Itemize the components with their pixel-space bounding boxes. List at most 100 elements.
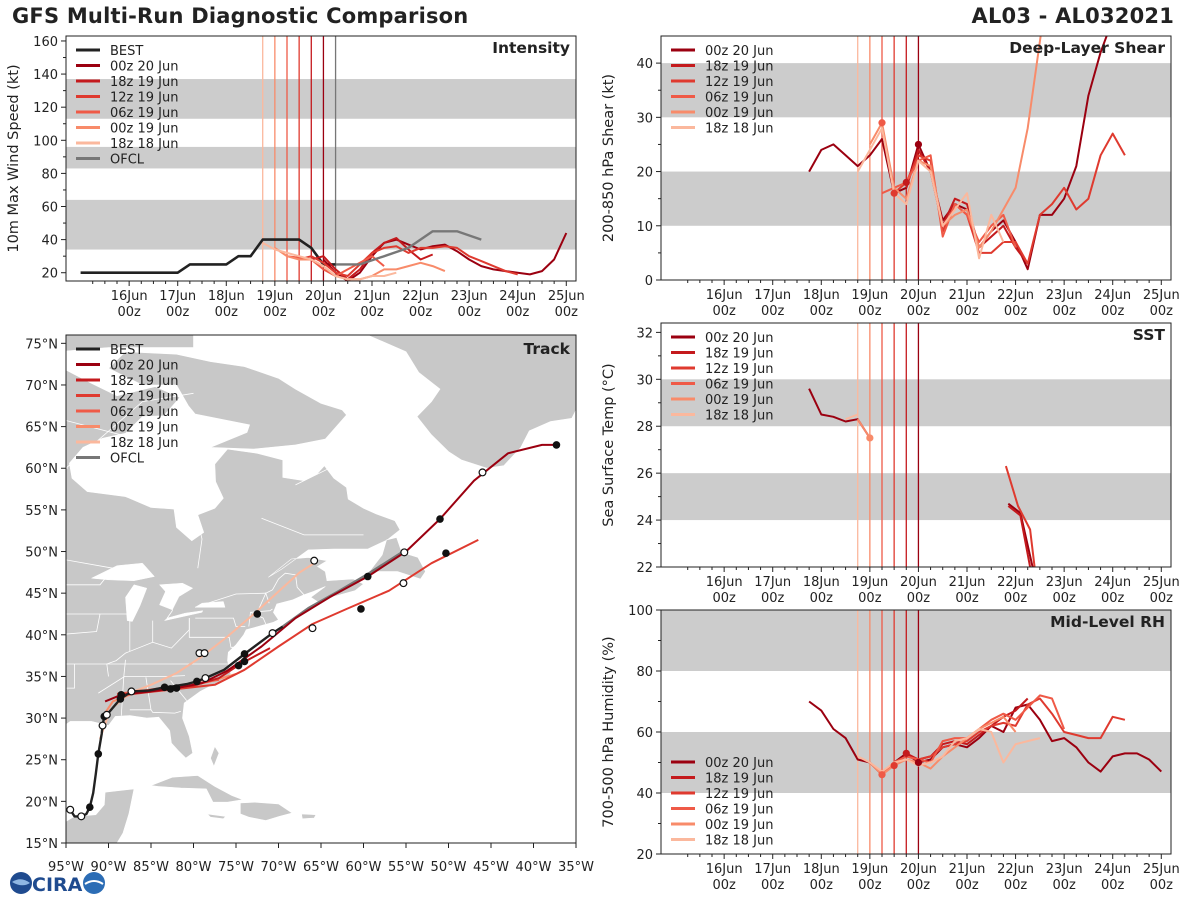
shear-marker xyxy=(902,178,910,186)
track-marker-filled xyxy=(552,441,561,449)
rh-ytick-label: 100 xyxy=(628,604,653,619)
track-marker-filled xyxy=(436,515,444,523)
shear-panel: 01020304016Jun00z17Jun00z18Jun00z19Jun00… xyxy=(601,35,1180,319)
intensity-panel: 2040608010012014016016Jun00z17Jun00z18Ju… xyxy=(6,35,585,320)
rh-legend-label: 12z 19 Jun xyxy=(705,787,774,802)
sst-legend-label: 18z 19 Jun xyxy=(705,347,774,362)
rh-marker xyxy=(878,771,886,779)
rh-legend-label: 00z 19 Jun xyxy=(705,818,774,833)
shear-xtick-label: 19Jun xyxy=(851,288,888,303)
track-ytick-label: 15°N xyxy=(25,837,58,852)
track-marker-hollow xyxy=(66,805,75,814)
track-marker-filled xyxy=(172,684,181,692)
sst-legend-label: 18z 18 Jun xyxy=(705,409,774,424)
track-marker-hollow xyxy=(77,812,86,821)
track-frame xyxy=(65,334,577,844)
shear-legend-label: 00z 20 Jun xyxy=(705,44,774,59)
track-marker-filled xyxy=(116,695,125,703)
sst-xtick-label: 23Jun xyxy=(1046,575,1083,590)
intensity-ylabel: 10m Max Wind Speed (kt) xyxy=(6,64,22,252)
intensity-legend-label: 00z 20 Jun xyxy=(110,60,179,75)
sst-xtick-sub: 00z xyxy=(810,591,834,606)
track-ytick-label: 55°N xyxy=(25,504,58,519)
rh-legend-label: 00z 20 Jun xyxy=(705,756,774,771)
rh-series-line xyxy=(857,728,1041,773)
rh-legend-label: 18z 18 Jun xyxy=(705,834,774,849)
land-hispaniola xyxy=(240,801,293,821)
track-legend-label: BEST xyxy=(110,343,143,358)
border-line xyxy=(166,590,174,619)
intensity-xtick-label: 24Jun xyxy=(499,289,536,304)
intensity-xtick-sub: 00z xyxy=(166,305,190,320)
rh-marker xyxy=(914,758,923,767)
track-xtick-label: 55°W xyxy=(388,860,424,875)
shear-marker xyxy=(878,119,886,127)
land-cuba xyxy=(150,775,244,803)
shear-xtick-label: 21Jun xyxy=(949,288,986,303)
shear-ytick-label: 20 xyxy=(636,166,653,181)
track-marker-filled xyxy=(240,650,249,658)
track-xtick-label: 50°W xyxy=(431,860,467,875)
track-xtick-label: 95°W xyxy=(48,860,84,875)
sst-ytick-label: 30 xyxy=(636,373,653,388)
track-marker-filled xyxy=(442,549,450,557)
shear-xtick-label: 22Jun xyxy=(997,288,1034,303)
land-jamaica xyxy=(206,813,227,820)
sst-xtick-label: 25Jun xyxy=(1143,575,1180,590)
shear-xtick-label: 18Jun xyxy=(803,288,840,303)
track-ytick-label: 25°N xyxy=(25,754,58,769)
rh-xtick-sub: 00z xyxy=(810,878,834,893)
shear-xtick-label: 16Jun xyxy=(706,288,743,303)
sst-xtick-label: 16Jun xyxy=(706,575,743,590)
track-ytick-label: 35°N xyxy=(25,670,58,685)
track-marker-hollow xyxy=(478,468,487,477)
track-xtick-label: 40°W xyxy=(516,860,552,875)
track-ytick-label: 40°N xyxy=(25,629,58,644)
track-marker-hollow xyxy=(102,710,111,719)
track-marker-hollow xyxy=(127,687,136,696)
track-ytick-label: 20°N xyxy=(25,795,58,810)
rh-panel: 2040608010016Jun00z17Jun00z18Jun00z19Jun… xyxy=(601,604,1180,893)
track-ytick-label: 50°N xyxy=(25,546,58,561)
sst-xtick-sub: 00z xyxy=(858,591,882,606)
track-marker-hollow xyxy=(399,579,408,588)
track-marker-filled xyxy=(363,572,372,581)
sst-band xyxy=(661,473,1171,521)
logo-emblem-icon xyxy=(83,872,105,894)
track-title: Track xyxy=(524,340,571,358)
rh-band xyxy=(661,610,1171,671)
intensity-ytick-label: 40 xyxy=(41,234,58,249)
intensity-xtick-label: 16Jun xyxy=(111,289,148,304)
intensity-legend-label: 18z 19 Jun xyxy=(110,75,179,90)
sst-frame xyxy=(660,322,1172,568)
intensity-xtick-sub: 00z xyxy=(409,305,433,320)
track-xtick-label: 70°W xyxy=(261,860,297,875)
intensity-xtick-label: 20Jun xyxy=(305,289,342,304)
sst-xtick-sub: 00z xyxy=(955,591,979,606)
land-north-america xyxy=(66,368,401,843)
rh-title: Mid-Level RH xyxy=(1050,613,1165,631)
intensity-xtick-sub: 00z xyxy=(117,305,141,320)
border-line xyxy=(66,420,186,452)
border-line xyxy=(66,613,101,635)
border-line xyxy=(66,559,113,569)
border-line xyxy=(195,572,305,608)
shear-xtick-sub: 00z xyxy=(810,304,834,319)
intensity-legend-label: 12z 19 Jun xyxy=(110,91,179,106)
shear-xtick-sub: 00z xyxy=(1150,304,1174,319)
shear-ytick-label: 40 xyxy=(636,57,653,72)
rh-ylabel: 700-500 hPa Humidity (%) xyxy=(601,636,617,827)
shear-xtick-label: 24Jun xyxy=(1094,288,1131,303)
rh-xtick-label: 25Jun xyxy=(1143,862,1180,877)
track-xtick-label: 75°W xyxy=(218,860,254,875)
shear-band xyxy=(661,171,1171,226)
sst-legend-label: 12z 19 Jun xyxy=(705,362,774,377)
intensity-xtick-sub: 00z xyxy=(215,305,239,320)
shear-xtick-sub: 00z xyxy=(907,304,931,319)
shear-xtick-sub: 00z xyxy=(1004,304,1028,319)
rh-xtick-sub: 00z xyxy=(761,878,785,893)
sst-xtick-sub: 00z xyxy=(1004,591,1028,606)
shear-xtick-sub: 00z xyxy=(1052,304,1076,319)
land-bahamas xyxy=(210,745,220,768)
sst-ytick-label: 32 xyxy=(636,326,653,341)
